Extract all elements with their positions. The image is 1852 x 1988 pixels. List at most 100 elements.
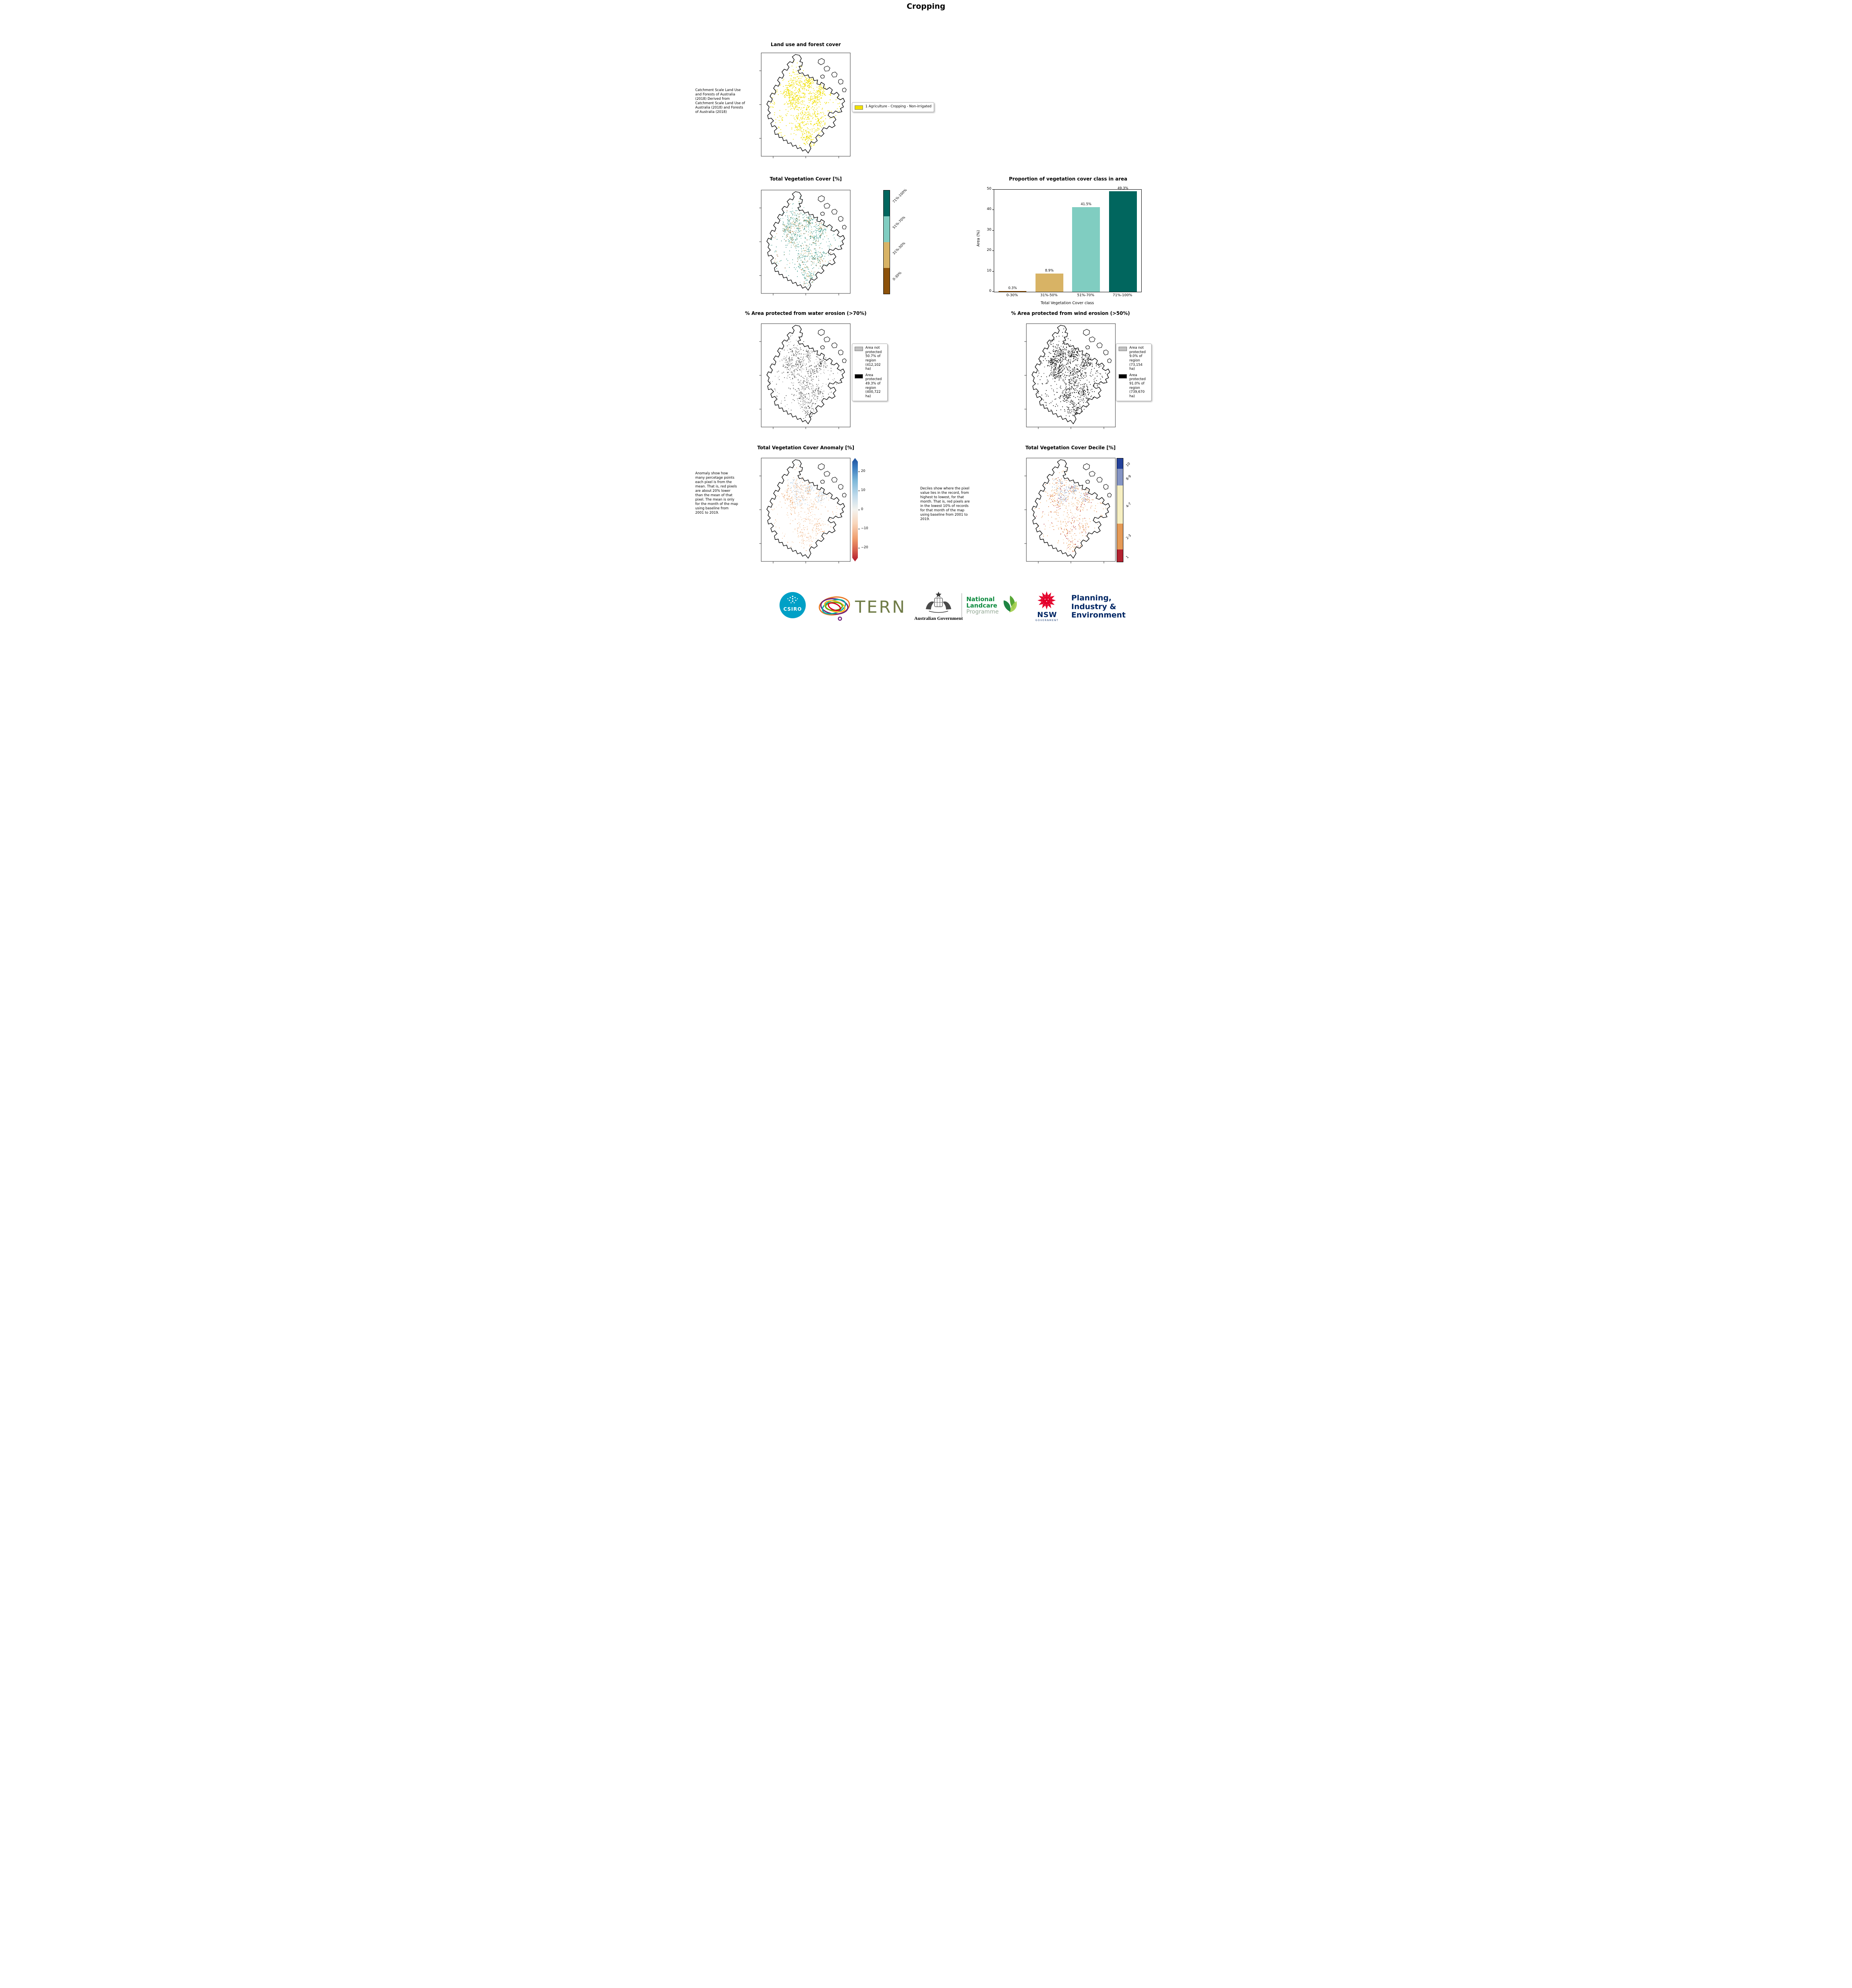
colorbar-tick-label: 0 (861, 507, 863, 511)
legend-entry: Area protected 91.0% of region (739,670 … (1119, 373, 1149, 399)
colorbar-label: 10 (1125, 462, 1131, 468)
legend-entry: Area protected 49.3% of region (400,722 … (855, 373, 885, 399)
y-tick-label: 40 (987, 207, 991, 212)
legend-label: Area protected 91.0% of region (739,670 … (1129, 373, 1146, 398)
catchment-map-svg (759, 458, 851, 563)
bar-31%-50% (1035, 274, 1063, 292)
page-title: Cropping (906, 2, 946, 11)
landcare-line2: Landcare (966, 602, 997, 610)
colorbar-segment (884, 216, 890, 242)
colorbar-tick-label: 10 (861, 488, 865, 492)
colorbar-segment (884, 268, 890, 294)
bar-value-label: 0.3% (1008, 286, 1017, 291)
y-tick-mark (992, 250, 994, 251)
colorbar-tick-label: −10 (861, 526, 868, 531)
vegcover-bar-chart: Area (%) 0.3% 8.9% 41.5% 49.3% Total Vegeta… (972, 186, 1147, 313)
agency-line1: Planning, (1071, 594, 1112, 602)
anomaly-colorbar-gradient (852, 458, 858, 561)
nsw-name: NSW (1037, 611, 1057, 619)
landuse-panel-title: Land use and forest cover (770, 42, 841, 47)
colorbar-label: 31%-50% (892, 241, 906, 256)
colorbar-label: 4-7 (1125, 501, 1132, 509)
y-tick-label: 50 (987, 187, 991, 191)
vegcover-panel-title: Total Vegetation Cover [%] (770, 176, 842, 182)
y-tick-mark (992, 271, 994, 272)
colorbar-tick-label: −20 (861, 546, 868, 550)
colorbar-segment (884, 242, 890, 268)
y-tick-mark (992, 291, 994, 292)
chart-title: Proportion of vegetation cover class in … (1009, 176, 1127, 182)
colorbar-label: 2-3 (1125, 534, 1132, 541)
legend-label: Area not protected 9.0% of region (73,15… (1129, 346, 1146, 371)
legend-label: Area not protected 50.7% of region (412,… (865, 346, 882, 371)
x-tick-label: 51%-70% (1077, 293, 1094, 297)
bar-71%-100% (1109, 191, 1137, 292)
australian-government-crest-icon (922, 591, 955, 615)
tern-wordmark: TERN (855, 597, 906, 617)
landuse-caption: Catchment Scale Land Use and Forests of … (695, 88, 745, 115)
x-tick-label: 0-30% (1006, 293, 1018, 297)
colorbar-label: 71%-100% (892, 188, 908, 204)
nsw-waratah-icon (1036, 590, 1058, 613)
legend-entry: Area not protected 9.0% of region (73,15… (1119, 346, 1149, 371)
bar-value-label: 41.5% (1080, 202, 1092, 206)
y-tick-mark (992, 230, 994, 231)
landcare-leaf-icon (999, 593, 1021, 619)
colorbar-label: 51%-70% (892, 215, 906, 230)
anomaly-caption: Anomaly show how many percetage points e… (695, 472, 738, 515)
tern-australia-icon (818, 596, 850, 621)
planning-industry-environment-wordmark: Planning, Industry & Environment (1071, 594, 1126, 620)
legend-swatch (1119, 374, 1127, 379)
wind-panel-title: % Area protected from wind erosion (>50%… (1011, 311, 1130, 316)
legend-swatch (855, 347, 863, 351)
catchment-map-svg (1024, 323, 1116, 429)
catchment-map-svg (759, 190, 851, 295)
nsw-wordmark: NSW GOVERNMENT (1035, 612, 1059, 622)
anomaly-panel-title: Total Vegetation Cover Anomaly [%] (757, 445, 854, 450)
report-page: Cropping Land use and forest cover Catch… (694, 0, 1158, 636)
catchment-map-svg (759, 52, 851, 158)
wind-erosion-legend: Area not protected 9.0% of region (73,15… (1116, 344, 1152, 401)
y-tick-label: 30 (987, 227, 991, 232)
x-tick-label: 71%-100% (1113, 293, 1133, 297)
vegcover-map (758, 189, 853, 297)
bar-value-label: 49.3% (1117, 186, 1129, 190)
csiro-wordmark: CSIRO (783, 606, 802, 612)
legend-swatch (855, 374, 863, 379)
landuse-legend: 1 Agriculture - Cropping - Non-irrigated (852, 102, 935, 112)
colorbar-segment (1117, 523, 1123, 549)
landcare-line1: National (966, 596, 995, 603)
y-tick-label: 0 (989, 289, 991, 293)
legend-swatch (1119, 347, 1127, 351)
wind-erosion-map (1024, 322, 1118, 431)
y-tick-label: 10 (987, 268, 991, 273)
colorbar-segment (1117, 458, 1123, 469)
colorbar-label: 0-30% (892, 271, 903, 282)
bar-0-30% (999, 291, 1027, 292)
vegcover-colorbar-bar (883, 190, 890, 294)
colorbar-label: 8-9 (1125, 474, 1132, 481)
anomaly-colorbar: 20 10 0 −10 −20 (852, 458, 884, 561)
decile-colorbar: 10 8-9 4-7 2-3 1 (1117, 458, 1148, 562)
bar-51%-70% (1072, 207, 1100, 292)
decile-panel-title: Total Vegetation Cover Decile [%] (1025, 445, 1116, 450)
colorbar-segment (1117, 549, 1123, 562)
csiro-logo: CSIRO (779, 592, 806, 620)
catchment-map-svg (759, 323, 851, 429)
legend-swatch (855, 105, 863, 110)
chart-plot-area: 0.3% 8.9% 41.5% 49.3% (994, 186, 1142, 292)
catchment-map-svg (1024, 458, 1116, 563)
water-erosion-legend: Area not protected 50.7% of region (412,… (852, 344, 888, 401)
australian-government-wordmark: Australian Government (914, 615, 963, 621)
legend-entry: 1 Agriculture - Cropping - Non-irrigated (855, 105, 931, 110)
colorbar-segment (1117, 469, 1123, 485)
water-panel-title: % Area protected from water erosion (>70… (745, 311, 867, 316)
colorbar-label: 1 (1125, 555, 1130, 560)
chart-y-axis-label: Area (%) (976, 230, 981, 247)
nsw-sub: GOVERNMENT (1035, 619, 1059, 622)
anomaly-map (758, 457, 853, 565)
national-landcare-wordmark: National Landcare Programme (966, 596, 999, 615)
landuse-map (758, 52, 853, 160)
legend-label: Area protected 49.3% of region (400,722 … (865, 373, 882, 398)
decile-caption: Deciles show where the pixel value lies … (920, 487, 970, 522)
